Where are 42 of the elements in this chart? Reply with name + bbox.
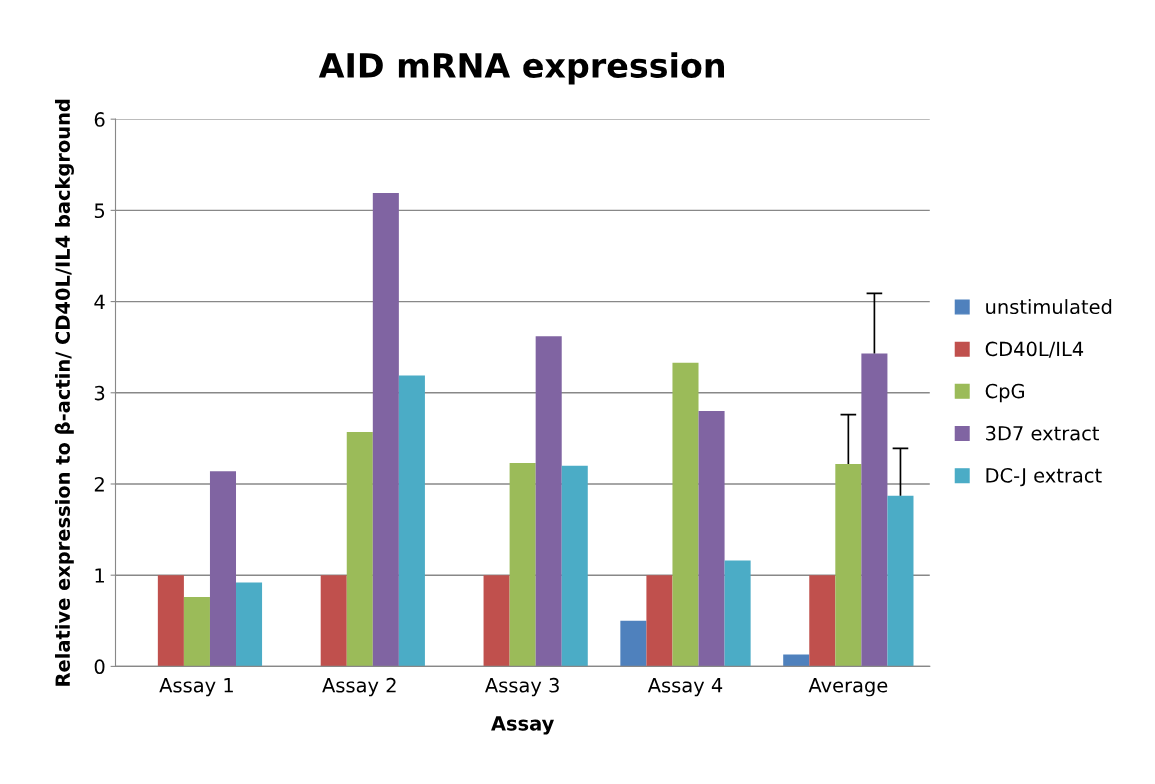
y-tick-label: 2	[94, 476, 104, 492]
x-tick-label: Average	[808, 678, 888, 697]
bar	[398, 375, 425, 667]
bar	[672, 362, 699, 667]
bar	[646, 575, 673, 667]
y-tick-label: 4	[94, 294, 105, 309]
legend-label: DC-J extract	[986, 468, 1102, 487]
bar	[372, 193, 399, 667]
legend-label: unstimulated	[986, 299, 1112, 315]
x-tick-label: Assay 2	[322, 677, 396, 697]
bar	[698, 411, 725, 667]
legend-label: 3D7 extract	[986, 425, 1099, 441]
bar	[620, 620, 647, 667]
bar	[724, 560, 751, 667]
bar	[535, 336, 562, 667]
bar	[320, 575, 347, 667]
x-tick-label: Assay 4	[647, 678, 723, 697]
bar	[809, 575, 836, 667]
bar	[783, 654, 810, 667]
legend-label: CD40L/IL4	[985, 341, 1084, 358]
x-tick-label: Assay 3	[485, 677, 559, 697]
bar	[183, 597, 210, 667]
y-tick-label: 6	[94, 112, 105, 127]
legend-label: CpG	[985, 383, 1024, 403]
bar	[561, 465, 588, 667]
x-axis-title: Assay	[491, 716, 554, 735]
chart-title: AID mRNA expression	[318, 52, 724, 85]
y-tick-label: 5	[94, 203, 105, 219]
y-tick-label: 0	[94, 659, 105, 675]
x-tick-label: Assay 1	[159, 678, 233, 697]
bar	[483, 575, 510, 667]
bar	[835, 463, 862, 667]
bar	[209, 471, 237, 667]
y-tick-label: 1	[95, 568, 104, 583]
bar	[861, 353, 888, 667]
bar	[887, 495, 914, 667]
bar	[346, 432, 373, 667]
bar	[236, 582, 263, 667]
y-axis-title: Relative expression to β-actin/ CD40L/IL4 background	[54, 99, 74, 686]
bar	[157, 575, 184, 667]
bar	[509, 463, 536, 667]
y-tick-label: 3	[94, 385, 105, 401]
